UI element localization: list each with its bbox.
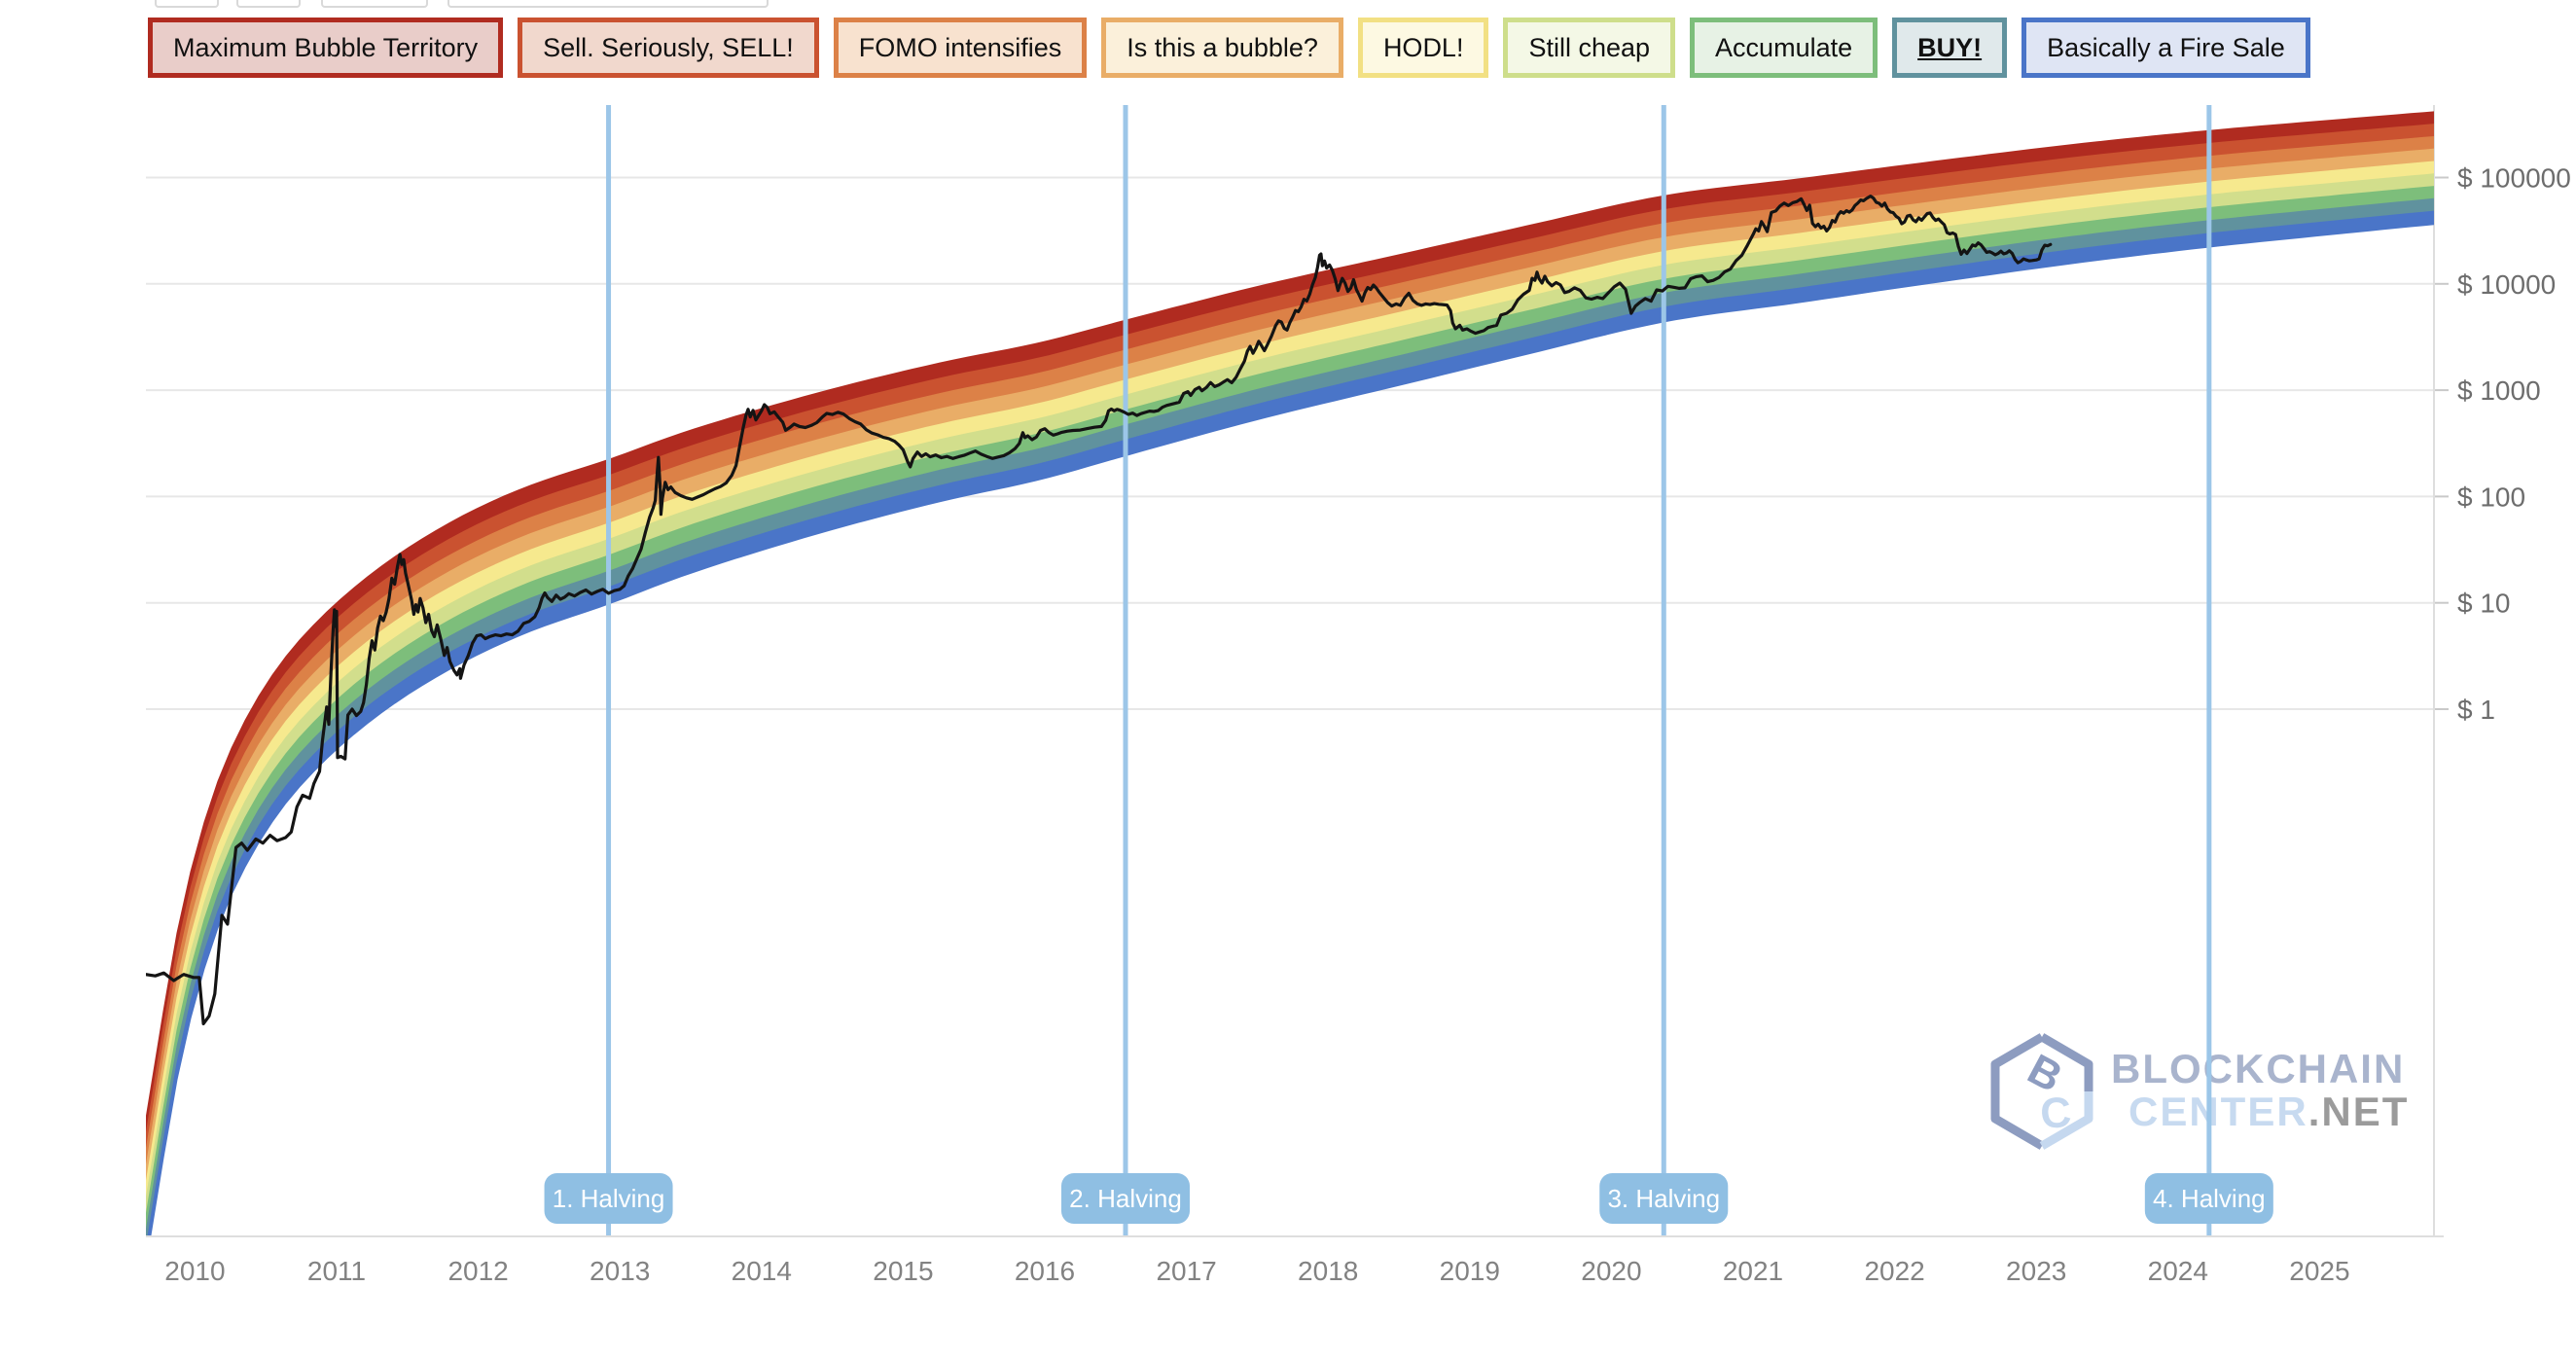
y-axis-label: $ 10 (2457, 589, 2511, 619)
halving-badge-4: 4. Halving (2144, 1173, 2273, 1224)
watermark-center: CENTER (2129, 1089, 2308, 1134)
x-axis-label: 2011 (307, 1256, 366, 1286)
x-axis-label: 2014 (732, 1256, 792, 1286)
legend-button-label: HODL! (1382, 32, 1464, 62)
x-axis-label: 2017 (1156, 1256, 1216, 1286)
x-axis-label: 2012 (447, 1256, 508, 1286)
x-axis-label: 2010 (164, 1256, 225, 1286)
x-axis-label: 2024 (2148, 1256, 2208, 1286)
x-axis-label: 2021 (1723, 1256, 1783, 1286)
x-axis-label: 2025 (2289, 1256, 2349, 1286)
legend-button-7[interactable]: Accumulate (1690, 18, 1878, 78)
clipped-control[interactable] (447, 0, 769, 8)
blockchaincenter-cube-icon: B C (1990, 1033, 2093, 1150)
legend-button-3[interactable]: FOMO intensifies (833, 18, 1088, 78)
x-axis-label: 2019 (1440, 1256, 1500, 1286)
y-axis-label: $ 1 (2457, 695, 2495, 725)
clipped-control[interactable] (236, 0, 301, 8)
legend-button-2[interactable]: Sell. Seriously, SELL! (518, 18, 819, 78)
halving-badge-label: 2. Halving (1069, 1184, 1182, 1213)
legend-button-label: FOMO intensifies (858, 32, 1062, 62)
legend-button-1[interactable]: Maximum Bubble Territory (148, 18, 504, 78)
legend-button-label: BUY! (1917, 32, 1983, 62)
x-axis-label: 2016 (1015, 1256, 1075, 1286)
watermark-net: .NET (2308, 1089, 2410, 1134)
legend-button-label: Is this a bubble? (1127, 32, 1318, 62)
legend-button-label: Maximum Bubble Territory (173, 32, 479, 62)
y-axis-label: $ 100000 (2457, 163, 2571, 194)
band-9 (147, 210, 2434, 1236)
clipped-control[interactable] (155, 0, 219, 8)
legend-button-label: Still cheap (1528, 32, 1651, 62)
x-axis-label: 2022 (1864, 1256, 1924, 1286)
legend-button-label: Basically a Fire Sale (2047, 32, 2285, 62)
legend-button-5[interactable]: HODL! (1357, 18, 1489, 78)
x-axis-label: 2015 (873, 1256, 933, 1286)
clipped-control[interactable] (321, 0, 428, 8)
halving-badge-label: 3. Halving (1607, 1184, 1720, 1213)
halving-badge-label: 1. Halving (553, 1184, 665, 1213)
watermark-line2: CENTER.NET (2129, 1091, 2409, 1132)
legend-button-label: Sell. Seriously, SELL! (543, 32, 794, 62)
blockchaincenter-watermark: B C BLOCKCHAIN CENTER.NET (1985, 1029, 2409, 1152)
x-axis-label: 2023 (2006, 1256, 2066, 1286)
y-axis-label: $ 100 (2457, 482, 2525, 512)
rainbow-bands (146, 111, 2434, 1236)
legend-button-8[interactable]: BUY! (1892, 18, 2008, 78)
x-axis-label: 2020 (1581, 1256, 1641, 1286)
x-axis-label: 2013 (590, 1256, 650, 1286)
halving-badge-2: 2. Halving (1060, 1173, 1190, 1224)
y-axis-label: $ 10000 (2457, 269, 2556, 300)
halving-badge-3: 3. Halving (1599, 1173, 1729, 1224)
legend-button-label: Accumulate (1715, 32, 1853, 62)
legend-button-4[interactable]: Is this a bubble? (1101, 18, 1343, 78)
x-axis-label: 2018 (1298, 1256, 1358, 1286)
watermark-line1: BLOCKCHAIN (2111, 1046, 2406, 1091)
legend-button-6[interactable]: Still cheap (1503, 18, 1676, 78)
halving-badge-1: 1. Halving (544, 1173, 673, 1224)
svg-text:C: C (2039, 1089, 2073, 1138)
btc-price-line (146, 195, 2053, 1025)
band-legend: Maximum Bubble Territory Sell. Seriously,… (148, 18, 2310, 78)
y-axis-label: $ 1000 (2457, 375, 2541, 406)
legend-button-9[interactable]: Basically a Fire Sale (2021, 18, 2310, 78)
halving-badge-label: 4. Halving (2153, 1184, 2266, 1213)
